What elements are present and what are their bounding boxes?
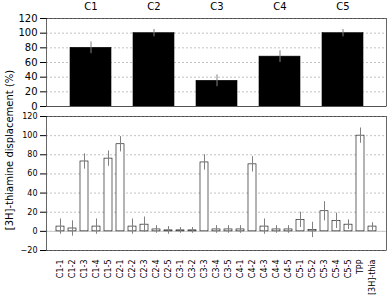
svg-text:100: 100 [18, 27, 37, 38]
svg-text:C5-3: C5-3 [320, 260, 329, 279]
svg-text:80: 80 [25, 42, 38, 53]
svg-text:C5-1: C5-1 [296, 260, 305, 279]
svg-text:C1-3: C1-3 [80, 260, 89, 279]
svg-text:120: 120 [18, 13, 37, 24]
svg-text:C3-5: C3-5 [224, 260, 233, 279]
svg-text:C5: C5 [336, 1, 349, 12]
html-text:[3H]-thiamine displacement (%): [3H]-thiamine displacement (%) [3, 69, 15, 231]
svg-text:20: 20 [27, 208, 37, 217]
svg-text:80: 80 [27, 150, 37, 159]
svg-text:C3-2: C3-2 [188, 260, 197, 279]
svg-text:C1-1: C1-1 [56, 260, 65, 279]
svg-text:0: 0 [32, 227, 37, 236]
svg-text:[3H]-thia: [3H]-thia [368, 259, 377, 295]
svg-text:C4-5: C4-5 [284, 260, 293, 279]
svg-text:C2: C2 [147, 1, 160, 12]
svg-text:C3: C3 [210, 1, 223, 12]
svg-text:C1-5: C1-5 [104, 260, 113, 279]
svg-text:C1: C1 [84, 1, 97, 12]
svg-text:C4: C4 [273, 1, 286, 12]
svg-text:40: 40 [25, 71, 38, 82]
svg-text:60: 60 [27, 169, 37, 178]
svg-text:C2-5: C2-5 [164, 260, 173, 279]
svg-text:C1-4: C1-4 [92, 260, 101, 279]
svg-text:C2-3: C2-3 [140, 260, 149, 279]
svg-text:C3-3: C3-3 [200, 260, 209, 279]
svg-text:C5-2: C5-2 [308, 260, 317, 279]
svg-text:0: 0 [31, 101, 37, 110]
svg-text:C2-1: C2-1 [116, 260, 125, 279]
svg-text:C5-4: C5-4 [332, 260, 341, 279]
svg-text:−20: −20 [21, 246, 38, 255]
svg-text:C5-5: C5-5 [344, 260, 353, 279]
svg-text:40: 40 [27, 189, 37, 198]
svg-text:C2-2: C2-2 [128, 260, 137, 279]
svg-text:C4-4: C4-4 [272, 260, 281, 279]
svg-text:C4-1: C4-1 [236, 260, 245, 279]
svg-text:100: 100 [22, 131, 37, 140]
svg-text:C3-1: C3-1 [176, 260, 185, 279]
svg-text:20: 20 [25, 86, 38, 97]
svg-text:C3-4: C3-4 [212, 260, 221, 279]
svg-text:C2-4: C2-4 [152, 260, 161, 279]
svg-text:TPP: TPP [356, 259, 365, 275]
svg-text:C1-2: C1-2 [68, 260, 77, 279]
svg-text:C4-2: C4-2 [248, 260, 257, 279]
svg-text:120: 120 [22, 112, 37, 121]
svg-text:60: 60 [25, 57, 38, 68]
svg-text:C4-3: C4-3 [260, 260, 269, 279]
